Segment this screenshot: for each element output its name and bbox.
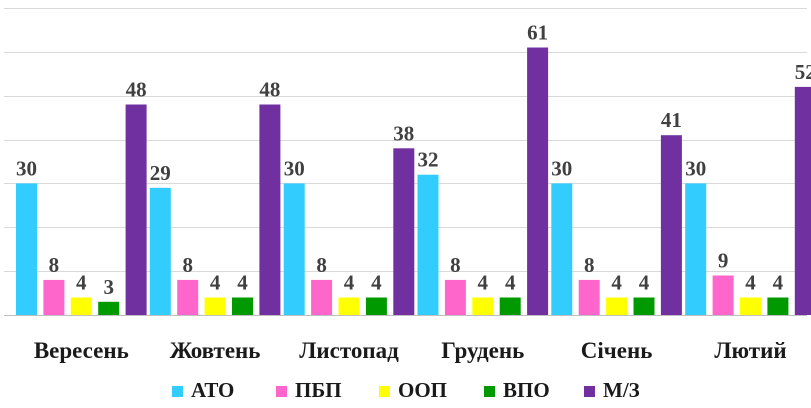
data-label: 4: [371, 271, 382, 295]
bar-ПБП-Січень: [578, 279, 600, 315]
bar-М/З-Листопад: [393, 148, 415, 315]
bar-ООП-Вересень: [70, 297, 92, 315]
data-label: 4: [505, 271, 516, 295]
bar-ВПО-Листопад: [365, 297, 387, 315]
data-label: 30: [16, 156, 37, 180]
bar-АТО-Вересень: [16, 183, 37, 315]
bar-ВПО-Січень: [633, 297, 655, 315]
data-label: 4: [210, 271, 221, 295]
data-label: 52: [795, 60, 811, 84]
bar-ВПО-Вересень: [98, 301, 120, 315]
bar-М/З-Жовтень: [259, 104, 281, 315]
legend-label: ООП: [398, 378, 447, 402]
category-label: Грудень: [441, 338, 524, 363]
category-label: Лютий: [714, 338, 786, 363]
legend-label: АТО: [191, 378, 234, 402]
bar-ПБП-Вересень: [43, 279, 65, 315]
category-axis-labels: Вересень Жовтень Листопад Грудень Січень Люти…: [34, 338, 787, 363]
data-label: 30: [551, 156, 572, 180]
data-label: 4: [344, 271, 355, 295]
data-label: 30: [284, 156, 305, 180]
legend-swatch: [276, 386, 287, 397]
data-label: 8: [49, 253, 60, 277]
data-label: 4: [773, 271, 784, 295]
bar-ПБП-Жовтень: [177, 279, 199, 315]
bar-ООП-Жовтень: [204, 297, 226, 315]
data-label: 4: [237, 271, 248, 295]
data-label: 32: [418, 148, 439, 172]
legend-swatch: [379, 386, 390, 397]
data-label: 29: [150, 161, 171, 185]
bar-АТО-Січень: [551, 183, 573, 315]
bar-ООП-Грудень: [472, 297, 494, 315]
bar-АТО-Жовтень: [149, 187, 171, 315]
data-label: 8: [450, 253, 461, 277]
bar-АТО-Грудень: [417, 174, 439, 315]
bar-ВПО-Грудень: [499, 297, 521, 315]
data-label: 3: [103, 275, 114, 299]
bar-М/З-Вересень: [125, 104, 147, 315]
legend-swatch: [172, 386, 183, 397]
bar-М/З-Лютий: [794, 86, 811, 316]
data-label: 30: [685, 156, 706, 180]
data-label: 9: [718, 249, 729, 273]
data-label: 48: [126, 78, 147, 102]
data-label: 8: [182, 253, 193, 277]
data-label: 8: [584, 253, 595, 277]
bar-ООП-Лютий: [740, 297, 761, 315]
bars: [16, 47, 811, 316]
bar-ВПО-Лютий: [767, 297, 789, 315]
legend: АТО ПБП ООП ВПО М/З: [172, 378, 640, 402]
legend-label: ВПО: [503, 378, 550, 402]
data-label: 8: [316, 253, 327, 277]
data-label: 4: [639, 271, 650, 295]
data-label: 61: [527, 21, 548, 45]
legend-label: ПБП: [295, 378, 342, 402]
legend-label: М/З: [603, 378, 640, 402]
bar-АТО-Лютий: [685, 183, 707, 315]
category-label: Вересень: [34, 338, 129, 363]
bar-М/З-Січень: [660, 135, 682, 315]
bar-ООП-Листопад: [338, 297, 360, 315]
bar-ООП-Січень: [606, 297, 628, 315]
bar-ПБП-Листопад: [311, 279, 333, 315]
category-label: Листопад: [299, 338, 399, 363]
category-label: Жовтень: [170, 338, 261, 363]
data-label: 4: [478, 271, 489, 295]
data-label: 38: [393, 121, 414, 145]
bar-ПБП-Лютий: [712, 275, 734, 315]
bar-ВПО-Жовтень: [232, 297, 253, 315]
data-label: 41: [661, 108, 682, 132]
bar-М/З-Грудень: [527, 47, 549, 315]
category-label: Січень: [581, 338, 653, 363]
data-label: 4: [611, 271, 622, 295]
data-label: 4: [76, 271, 87, 295]
legend-swatch: [584, 386, 595, 397]
data-label: 4: [745, 271, 756, 295]
bar-ПБП-Грудень: [444, 279, 466, 315]
bar-АТО-Листопад: [283, 183, 305, 315]
data-label: 48: [259, 78, 280, 102]
legend-swatch: [484, 386, 495, 397]
